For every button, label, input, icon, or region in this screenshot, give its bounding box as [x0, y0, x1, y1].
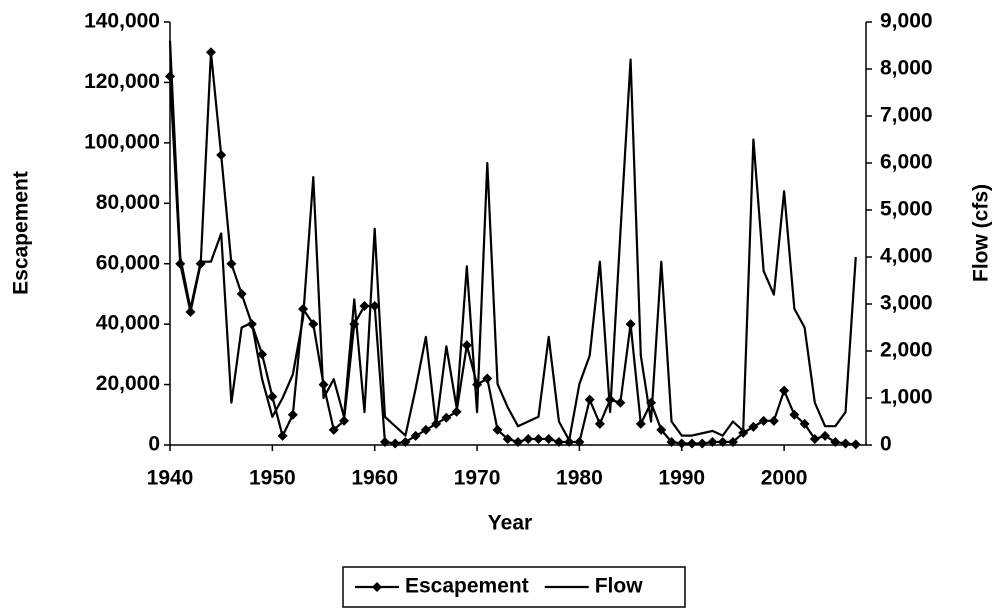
y2-tick-label: 5,000 [880, 198, 933, 221]
x-tick-label: 1970 [454, 467, 501, 490]
legend-label: Flow [595, 575, 643, 598]
marker [216, 149, 227, 160]
marker [738, 427, 749, 438]
marker [308, 319, 319, 330]
series-line [168, 51, 856, 446]
marker [523, 433, 534, 444]
y2-tick-label: 7,000 [880, 104, 933, 127]
marker [441, 412, 452, 423]
marker [768, 415, 779, 426]
marker [615, 397, 626, 408]
y-tick-label: 80,000 [96, 191, 160, 214]
marker [543, 433, 554, 444]
marker [267, 391, 278, 402]
legend-box [342, 566, 686, 608]
marker [594, 418, 605, 429]
marker [850, 439, 861, 450]
marker [410, 430, 421, 441]
x-tick-label: 1980 [556, 467, 603, 490]
marker [635, 418, 646, 429]
marker [451, 406, 462, 417]
marker [840, 438, 851, 449]
marker [758, 415, 769, 426]
marker [687, 438, 697, 449]
marker [830, 436, 841, 447]
marker [574, 436, 585, 447]
marker [339, 415, 349, 426]
y-tick-label: 140,000 [84, 10, 160, 33]
x-axis-label: Year [488, 512, 532, 535]
y-tick-label: 20,000 [96, 372, 160, 395]
marker [369, 301, 380, 312]
marker [533, 433, 544, 444]
marker [420, 424, 431, 435]
marker [287, 409, 298, 420]
marker [482, 373, 493, 384]
y2-tick-label: 8,000 [880, 57, 933, 80]
y2-tick-label: 4,000 [880, 245, 933, 268]
marker [748, 421, 759, 432]
marker [461, 340, 472, 351]
y-tick-label: 120,000 [84, 70, 160, 93]
marker [492, 424, 503, 435]
legend-marker [372, 582, 382, 592]
y2-tick-label: 1,000 [880, 386, 933, 409]
marker [625, 319, 636, 330]
marker [820, 430, 831, 441]
y2-axis-label: Flow (cfs) [970, 184, 993, 282]
marker [257, 349, 268, 360]
marker [676, 438, 687, 449]
marker [584, 394, 595, 405]
marker [359, 301, 370, 312]
marker [205, 47, 216, 58]
marker [390, 438, 401, 449]
legend-label: Escapement [405, 575, 529, 598]
x-tick-label: 1940 [147, 467, 194, 490]
y-tick-label: 40,000 [96, 312, 160, 335]
marker [809, 433, 820, 444]
y2-tick-label: 2,000 [880, 339, 933, 362]
x-tick-label: 1960 [351, 467, 398, 490]
y-tick-label: 0 [148, 433, 160, 456]
marker [379, 436, 390, 447]
marker [727, 436, 738, 447]
marker [513, 436, 523, 447]
marker [789, 409, 800, 420]
y-tick-label: 60,000 [96, 251, 160, 274]
marker [328, 424, 339, 435]
y2-tick-label: 6,000 [880, 151, 933, 174]
marker [236, 288, 247, 299]
marker [799, 418, 810, 429]
marker [400, 436, 411, 447]
marker [277, 430, 288, 441]
marker [697, 438, 708, 449]
x-tick-label: 1990 [658, 467, 705, 490]
marker [502, 433, 513, 444]
x-tick-label: 2000 [761, 467, 808, 490]
marker [553, 436, 564, 447]
series-line [168, 40, 857, 442]
marker [165, 71, 175, 82]
marker [564, 436, 575, 447]
y2-tick-label: 0 [880, 433, 892, 456]
y-tick-label: 100,000 [84, 130, 160, 153]
y-axis-label: Escapement [10, 171, 33, 295]
marker [779, 385, 790, 396]
marker [666, 436, 677, 447]
marker [656, 424, 667, 435]
marker [226, 258, 237, 269]
y2-tick-label: 3,000 [880, 292, 933, 315]
marker [717, 436, 728, 447]
x-tick-label: 1950 [249, 467, 296, 490]
marker [185, 307, 196, 318]
marker [707, 436, 718, 447]
y2-tick-label: 9,000 [880, 10, 933, 33]
